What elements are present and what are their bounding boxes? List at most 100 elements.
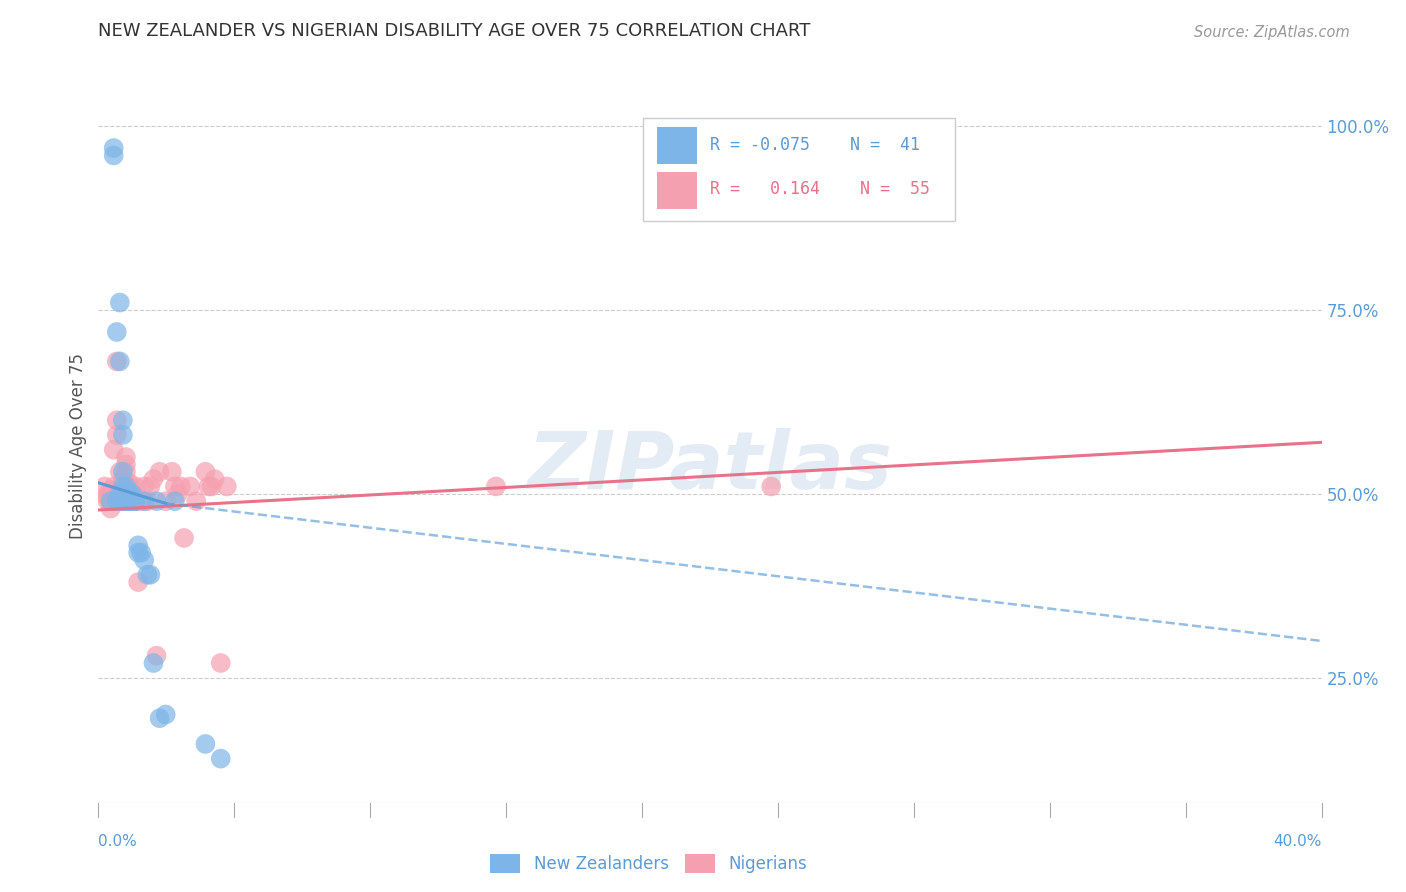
Y-axis label: Disability Age Over 75: Disability Age Over 75 — [69, 353, 87, 539]
Point — [100, 494, 122, 508]
Point — [118, 475, 141, 490]
Point — [155, 707, 177, 722]
Point — [111, 494, 134, 508]
Point — [118, 487, 141, 501]
Point — [145, 494, 167, 508]
Point — [103, 494, 125, 508]
Point — [136, 567, 159, 582]
Point — [111, 465, 134, 479]
Point — [100, 494, 122, 508]
Point — [115, 494, 138, 508]
Point — [124, 494, 146, 508]
Point — [108, 487, 131, 501]
Bar — [658, 127, 696, 164]
Point — [103, 442, 125, 457]
Text: R =   0.164    N =  55: R = 0.164 N = 55 — [710, 180, 929, 198]
Point — [118, 494, 141, 508]
Point — [124, 494, 146, 508]
Point — [108, 494, 131, 508]
Point — [759, 479, 782, 493]
Point — [200, 479, 222, 493]
Point — [139, 567, 162, 582]
Point — [115, 487, 138, 501]
Point — [149, 465, 172, 479]
Text: Source: ZipAtlas.com: Source: ZipAtlas.com — [1194, 25, 1350, 40]
Point — [136, 494, 159, 508]
Point — [118, 494, 141, 508]
Point — [163, 479, 186, 493]
Point — [121, 487, 143, 501]
Bar — [658, 172, 696, 209]
Point — [108, 295, 131, 310]
Point — [163, 494, 186, 508]
Point — [186, 494, 208, 508]
Point — [124, 479, 146, 493]
Point — [194, 737, 217, 751]
Point — [121, 494, 143, 508]
Text: NEW ZEALANDER VS NIGERIAN DISABILITY AGE OVER 75 CORRELATION CHART: NEW ZEALANDER VS NIGERIAN DISABILITY AGE… — [98, 22, 811, 40]
Point — [100, 494, 122, 508]
Point — [124, 494, 146, 508]
Point — [145, 648, 167, 663]
Point — [215, 479, 238, 493]
Point — [105, 325, 128, 339]
Point — [118, 487, 141, 501]
Point — [170, 479, 193, 493]
Point — [194, 465, 217, 479]
Legend: New Zealanders, Nigerians: New Zealanders, Nigerians — [484, 847, 814, 880]
Point — [111, 413, 134, 427]
Point — [142, 472, 165, 486]
Point — [139, 479, 162, 493]
Point — [149, 711, 172, 725]
Point — [124, 494, 146, 508]
Point — [129, 494, 152, 508]
Point — [209, 752, 232, 766]
Text: 0.0%: 0.0% — [98, 834, 138, 849]
FancyBboxPatch shape — [643, 118, 955, 221]
Point — [134, 479, 156, 493]
Point — [134, 553, 156, 567]
Point — [121, 494, 143, 508]
Point — [115, 479, 138, 493]
Point — [115, 465, 138, 479]
Point — [209, 656, 232, 670]
Point — [179, 479, 201, 493]
Point — [121, 494, 143, 508]
Point — [118, 479, 141, 493]
Point — [127, 546, 149, 560]
Point — [108, 479, 131, 493]
Point — [167, 487, 190, 501]
Point — [485, 479, 508, 493]
Point — [93, 479, 115, 493]
Point — [108, 354, 131, 368]
Point — [111, 428, 134, 442]
Point — [173, 531, 195, 545]
Point — [100, 483, 122, 497]
Point — [97, 487, 120, 501]
Point — [155, 494, 177, 508]
Point — [118, 494, 141, 508]
Point — [197, 479, 219, 493]
Point — [129, 546, 152, 560]
Point — [100, 501, 122, 516]
Point — [97, 494, 120, 508]
Point — [160, 465, 183, 479]
Point — [108, 494, 131, 508]
Point — [103, 479, 125, 493]
Point — [115, 458, 138, 472]
Text: R = -0.075    N =  41: R = -0.075 N = 41 — [710, 136, 920, 153]
Point — [105, 428, 128, 442]
Point — [105, 413, 128, 427]
Text: ZIPatlas: ZIPatlas — [527, 428, 893, 507]
Point — [127, 575, 149, 590]
Point — [111, 472, 134, 486]
Point — [103, 494, 125, 508]
Point — [105, 354, 128, 368]
Point — [97, 491, 120, 505]
Point — [103, 148, 125, 162]
Point — [105, 494, 128, 508]
Point — [121, 487, 143, 501]
Point — [127, 538, 149, 552]
Point — [108, 465, 131, 479]
Point — [111, 479, 134, 493]
